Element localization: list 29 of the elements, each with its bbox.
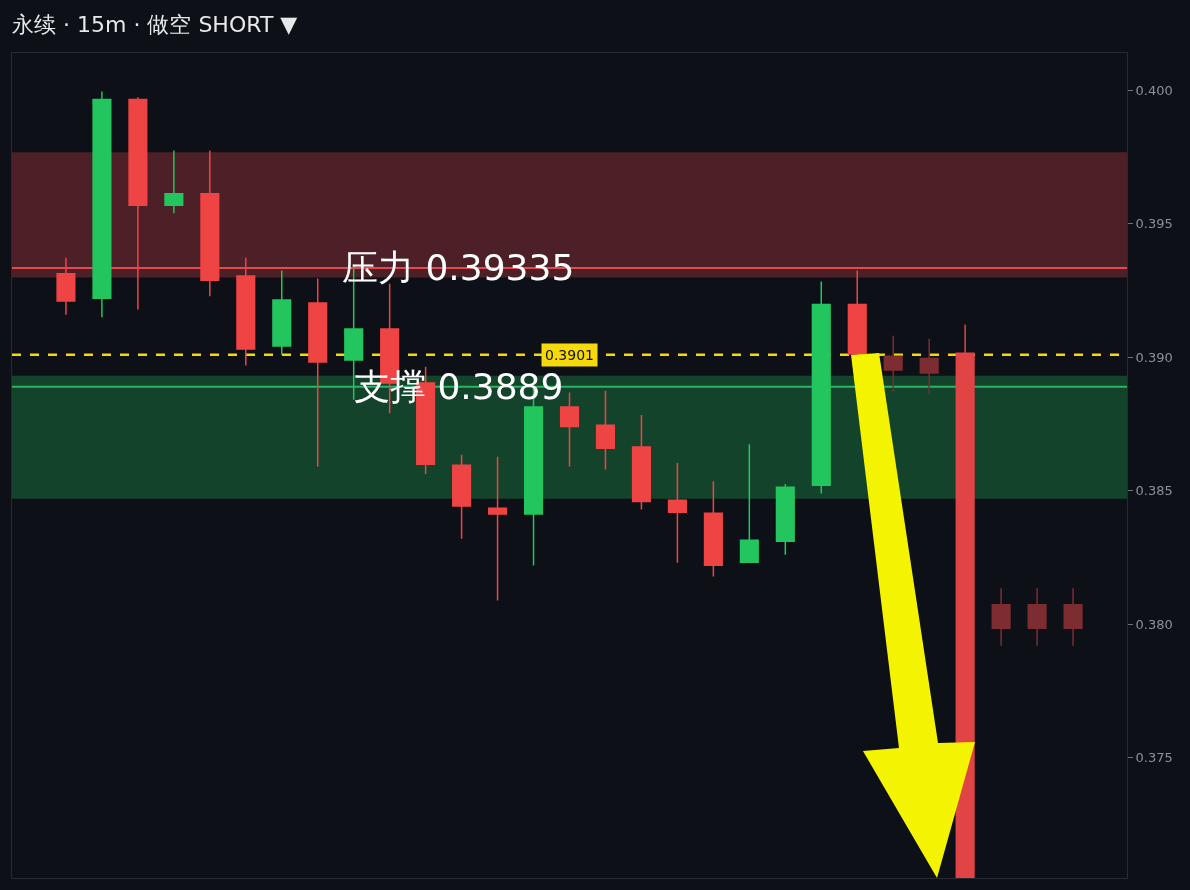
candlestick — [1027, 587, 1047, 647]
candlestick — [631, 414, 651, 511]
candlestick — [667, 462, 687, 564]
candlestick — [703, 480, 723, 578]
y-tick-label: 0.385 — [1135, 483, 1173, 499]
y-tick-label: 0.400 — [1135, 82, 1173, 98]
y-tick-label: 0.395 — [1135, 216, 1173, 232]
candlestick — [991, 587, 1011, 647]
y-tick-label: 0.375 — [1135, 750, 1173, 766]
candlestick — [847, 269, 867, 355]
candlestick — [488, 455, 508, 602]
chart-title: 永续 · 15m · 做空 SHORT ▼ — [12, 11, 298, 37]
candlestick — [883, 334, 903, 393]
candlestick — [272, 269, 292, 356]
candlestick — [739, 443, 759, 563]
y-tick-label: 0.380 — [1135, 616, 1173, 632]
ref-line-label: 0.3901 — [545, 347, 594, 363]
candlestick — [559, 391, 580, 468]
candlestick — [955, 323, 975, 878]
candlestick — [452, 454, 472, 540]
candlestick — [595, 389, 616, 471]
candlestick — [811, 280, 831, 495]
candlestick — [775, 483, 795, 556]
candlestick — [1063, 587, 1083, 647]
candlestick — [308, 277, 328, 468]
y-tick-label: 0.390 — [1135, 349, 1173, 365]
candlestick — [164, 149, 184, 214]
candlestick — [919, 337, 939, 395]
candlestick — [92, 90, 112, 319]
